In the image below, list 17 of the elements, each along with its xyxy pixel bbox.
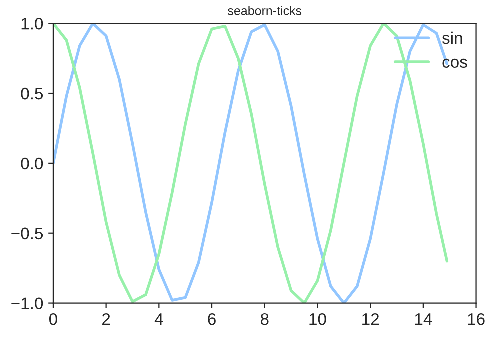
legend-label: cos [442, 58, 468, 68]
x-tick-label: 2 [102, 313, 110, 326]
x-tick-label: 16 [468, 313, 485, 326]
y-tick-label: −0.5 [12, 228, 44, 240]
y-tick-label: −1.0 [12, 298, 44, 310]
x-tick-label: 8 [260, 313, 269, 326]
x-tick-label: 10 [310, 313, 326, 326]
y-tick-label: 1.0 [22, 18, 44, 30]
x-tick-label: 6 [208, 313, 216, 326]
x-tick-label: 14 [415, 314, 432, 326]
x-tick-label: 4 [154, 314, 164, 326]
x-tick-label: 0 [49, 313, 58, 326]
y-tick-label: 0.5 [21, 88, 44, 100]
x-tick-label: 12 [362, 313, 380, 326]
y-tick-label: 0.0 [21, 158, 44, 170]
chart-title: seaborn-ticks [228, 6, 302, 16]
legend-label: sin [442, 32, 462, 44]
